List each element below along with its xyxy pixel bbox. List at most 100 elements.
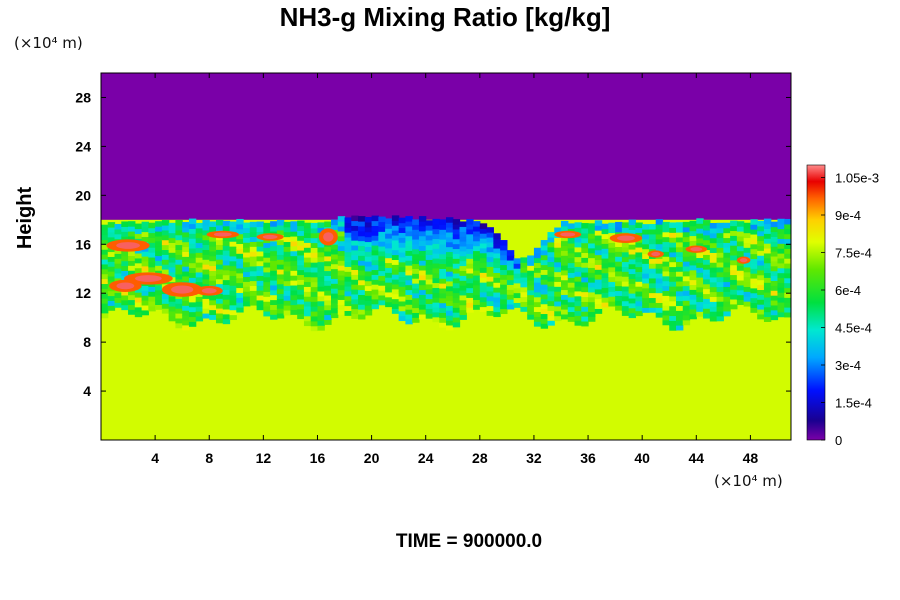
heatmap-cell (689, 255, 697, 261)
heatmap-cell (757, 269, 765, 276)
heatmap-cell (581, 262, 589, 268)
heatmap-cell (405, 318, 413, 325)
heatmap-cell (446, 271, 454, 277)
heatmap-cell (182, 305, 190, 311)
heatmap-cell (642, 253, 650, 259)
heatmap-cell (432, 287, 440, 293)
heatmap-cell (310, 281, 319, 288)
heatmap-cell (175, 254, 183, 260)
heatmap-cell (439, 219, 447, 225)
heatmap-cell (175, 249, 183, 255)
heatmap-cell (398, 276, 407, 282)
heatmap-cell (439, 224, 447, 230)
heatmap-cell (243, 286, 251, 292)
heatmap-cell (642, 297, 650, 304)
heatmap-cell (757, 260, 765, 266)
heatmap-cell (168, 242, 177, 248)
heatmap-cell (696, 242, 704, 249)
heatmap-cell (500, 254, 508, 261)
heatmap-cell (500, 244, 508, 251)
heatmap-cell (547, 305, 555, 311)
heatmap-cell (331, 248, 339, 255)
heatmap-cell (628, 302, 637, 309)
heatmap-cell (608, 286, 616, 292)
heatmap-cell (385, 267, 393, 273)
heatmap-cell (676, 290, 684, 297)
heatmap-cell (689, 240, 697, 246)
heatmap-cell (561, 304, 569, 310)
heatmap-cell (378, 231, 386, 237)
heatmap-cell (763, 252, 772, 259)
heatmap-cell (229, 221, 237, 228)
heatmap-cell (276, 254, 285, 260)
heatmap-cell (567, 296, 576, 303)
heatmap-cell (703, 278, 711, 285)
heatmap-cell (283, 280, 292, 287)
heatmap-cell (689, 230, 697, 237)
heatmap-cell (615, 246, 623, 252)
heatmap-cell (703, 239, 711, 246)
heatmap-cell (195, 266, 204, 273)
heatmap-cell (317, 227, 325, 233)
heatmap-cell (473, 235, 481, 242)
heatmap-cell (763, 243, 772, 249)
heatmap-cell (425, 229, 434, 236)
heatmap-cell (195, 291, 204, 297)
x-tick-label: 40 (634, 450, 650, 466)
heatmap-cell (351, 284, 359, 290)
heatmap-cell (547, 266, 555, 272)
heatmap-cell (588, 252, 596, 259)
heatmap-cell (486, 285, 494, 292)
heatmap-cell (351, 293, 359, 300)
heatmap-cell (141, 251, 149, 257)
heatmap-cell (655, 233, 664, 240)
heatmap-cell (290, 309, 298, 315)
heatmap-cell (446, 280, 454, 287)
heatmap-cell (195, 301, 204, 307)
heatmap-cell (412, 278, 420, 284)
heatmap-cell (574, 222, 582, 228)
heatmap-cell (324, 304, 332, 311)
heatmap-cell (682, 285, 691, 292)
heatmap-cell (567, 257, 576, 264)
heatmap-cell (770, 270, 779, 277)
heatmap-cell (358, 274, 366, 281)
heatmap-cell (676, 300, 684, 307)
heatmap-cell (662, 305, 670, 311)
heatmap-cell (547, 246, 555, 253)
heatmap-cell (249, 226, 258, 233)
heatmap-cell (134, 296, 143, 303)
heatmap-cell (777, 223, 785, 230)
heatmap-cell (243, 276, 251, 282)
heatmap-cell (533, 286, 542, 293)
heatmap-cell (276, 244, 285, 250)
heatmap-cell (452, 321, 461, 328)
heatmap-cell (155, 304, 163, 310)
heatmap-cell (730, 279, 738, 285)
heatmap-cell (500, 303, 508, 310)
heatmap-cell (290, 221, 298, 227)
heatmap-cell (134, 233, 143, 239)
heatmap-cell (763, 282, 772, 288)
heatmap-cell (628, 312, 637, 319)
heatmap-cell (371, 259, 379, 266)
heatmap-cell (628, 263, 637, 270)
heatmap-cell (628, 224, 637, 231)
heatmap-cell (276, 259, 285, 265)
heatmap-cell (121, 265, 129, 271)
heatmap-cell (391, 239, 400, 246)
heatmap-cell (547, 281, 555, 287)
heatmap-cell (283, 256, 292, 262)
heatmap-cell (216, 219, 224, 226)
heatmap-cell (459, 231, 467, 237)
heatmap-cell (682, 270, 691, 277)
heatmap-cell (533, 252, 542, 259)
heatmap-cell (567, 247, 576, 254)
heatmap-cell (648, 307, 657, 313)
heatmap-cell (655, 302, 664, 308)
heatmap-cell (757, 308, 765, 315)
heatmap-cell (107, 271, 116, 277)
heatmap-cell (662, 221, 670, 228)
heatmap-cell (243, 227, 251, 233)
x-tick-label: 12 (256, 450, 272, 466)
